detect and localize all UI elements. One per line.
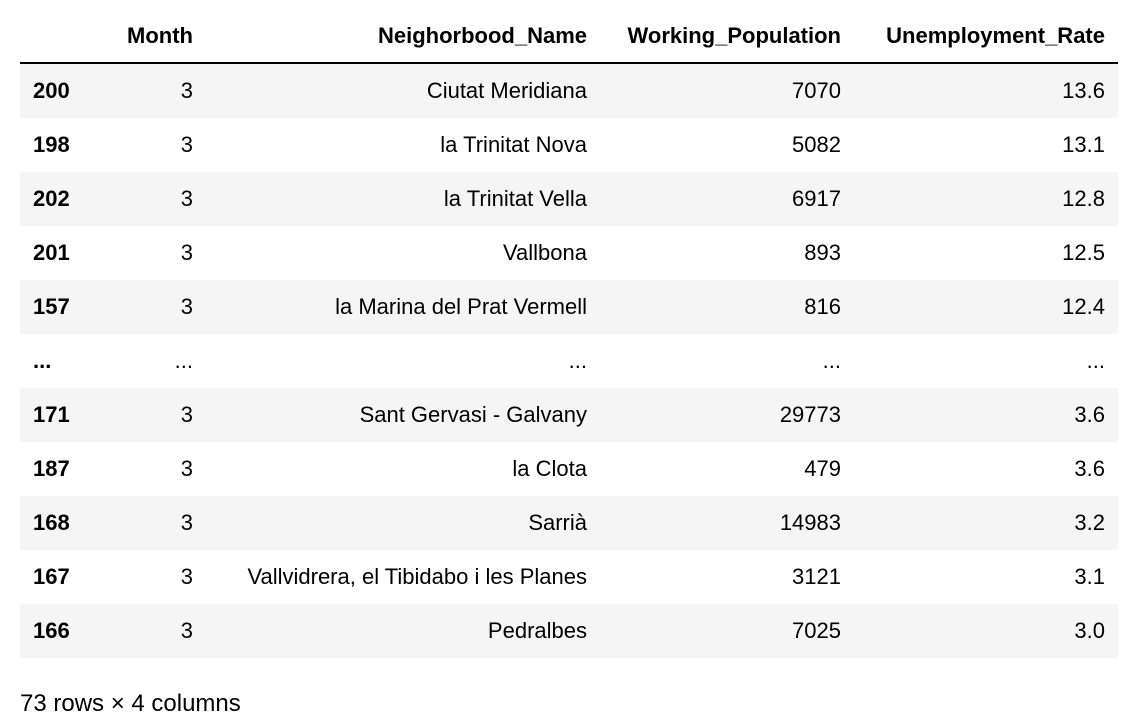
working-population-cell: 816 (804, 294, 841, 319)
neighborhood-name-cell: ... (568, 348, 587, 373)
month-cell: 3 (180, 78, 193, 103)
unemployment-rate-cell: 3.1 (1074, 564, 1105, 589)
row-index-cell: 166 (33, 618, 70, 643)
neighborhood-name-cell: la Trinitat Nova (440, 132, 587, 157)
table-row: 201 3 Vallbona 893 12.5 (20, 226, 1118, 280)
table-body: 200 3 Ciutat Meridiana 7070 13.6 198 3 la Trini… (20, 63, 1118, 658)
neighborhood-name-cell: la Trinitat Vella (443, 186, 587, 211)
row-index-cell: ... (33, 348, 52, 373)
neighborhood-name-cell: Ciutat Meridiana (426, 78, 587, 103)
header-month: Month (96, 10, 206, 64)
working-population-cell: 29773 (779, 402, 841, 427)
neighborhood-name-cell: Vallvidrera, el Tibidabo i les Planes (247, 564, 587, 589)
unemployment-rate-cell: 3.6 (1074, 456, 1105, 481)
row-index-cell: 198 (33, 132, 70, 157)
row-index-cell: 202 (33, 186, 70, 211)
neighborhood-name-cell: la Marina del Prat Vermell (335, 294, 587, 319)
month-cell: 3 (180, 240, 193, 265)
row-index-cell: 200 (33, 78, 70, 103)
unemployment-rate-cell: 12.8 (1062, 186, 1105, 211)
working-population-cell: 6917 (792, 186, 841, 211)
month-cell: 3 (180, 402, 193, 427)
working-population-cell: 7025 (792, 618, 841, 643)
working-population-cell: 893 (804, 240, 841, 265)
unemployment-rate-cell: 13.1 (1062, 132, 1105, 157)
header-unemployment-rate: Unemployment_Rate (854, 10, 1118, 64)
table-row: 168 3 Sarrià 14983 3.2 (20, 496, 1118, 550)
table-row: 198 3 la Trinitat Nova 5082 13.1 (20, 118, 1118, 172)
header-index (20, 10, 96, 64)
month-cell: 3 (180, 510, 193, 535)
month-cell: 3 (180, 186, 193, 211)
working-population-cell: 479 (804, 456, 841, 481)
row-index-cell: 187 (33, 456, 70, 481)
table-row: 187 3 la Clota 479 3.6 (20, 442, 1118, 496)
unemployment-rate-cell: 3.0 (1074, 618, 1105, 643)
header-row: Month Neighorbood_Name Working_Populatio… (20, 10, 1118, 64)
month-cell: 3 (180, 618, 193, 643)
row-index-cell: 201 (33, 240, 70, 265)
dataframe-output: Month Neighorbood_Name Working_Populatio… (20, 10, 1118, 658)
table-row: ............... (20, 334, 1118, 388)
neighborhood-name-cell: Pedralbes (487, 618, 587, 643)
header-working-population: Working_Population (600, 10, 854, 64)
month-cell: 3 (180, 294, 193, 319)
row-index-cell: 157 (33, 294, 70, 319)
month-cell: ... (174, 348, 193, 373)
table-row: 157 3 la Marina del Prat Vermell 816 12.4 (20, 280, 1118, 334)
row-index-cell: 167 (33, 564, 70, 589)
neighborhood-name-cell: la Clota (512, 456, 587, 481)
table-row: 171 3 Sant Gervasi - Galvany 29773 3.6 (20, 388, 1118, 442)
neighborhood-name-cell: Sarrià (528, 510, 587, 535)
neighborhood-name-cell: Vallbona (503, 240, 587, 265)
unemployment-rate-cell: 12.5 (1062, 240, 1105, 265)
unemployment-rate-cell: 3.6 (1074, 402, 1105, 427)
unemployment-rate-cell: 13.6 (1062, 78, 1105, 103)
table-row: 202 3 la Trinitat Vella 6917 12.8 (20, 172, 1118, 226)
neighborhood-name-cell: Sant Gervasi - Galvany (359, 402, 587, 427)
working-population-cell: 3121 (792, 564, 841, 589)
month-cell: 3 (180, 456, 193, 481)
row-index-cell: 171 (33, 402, 70, 427)
working-population-cell: 7070 (792, 78, 841, 103)
unemployment-rate-cell: 12.4 (1062, 294, 1105, 319)
working-population-cell: 14983 (779, 510, 841, 535)
working-population-cell: 5082 (792, 132, 841, 157)
working-population-cell: ... (822, 348, 841, 373)
table-row: 167 3 Vallvidrera, el Tibidabo i les Plane… (20, 550, 1118, 604)
table-row: 200 3 Ciutat Meridiana 7070 13.6 (20, 63, 1118, 118)
unemployment-rate-cell: ... (1086, 348, 1105, 373)
month-cell: 3 (180, 132, 193, 157)
shape-summary: 73 rows × 4 columns (20, 690, 241, 717)
month-cell: 3 (180, 564, 193, 589)
row-index-cell: 168 (33, 510, 70, 535)
header-neighborhood-name: Neighorbood_Name (206, 10, 600, 64)
table-row: 166 3 Pedralbes 7025 3.0 (20, 604, 1118, 658)
dataframe-table: Month Neighorbood_Name Working_Populatio… (20, 10, 1118, 658)
unemployment-rate-cell: 3.2 (1074, 510, 1105, 535)
